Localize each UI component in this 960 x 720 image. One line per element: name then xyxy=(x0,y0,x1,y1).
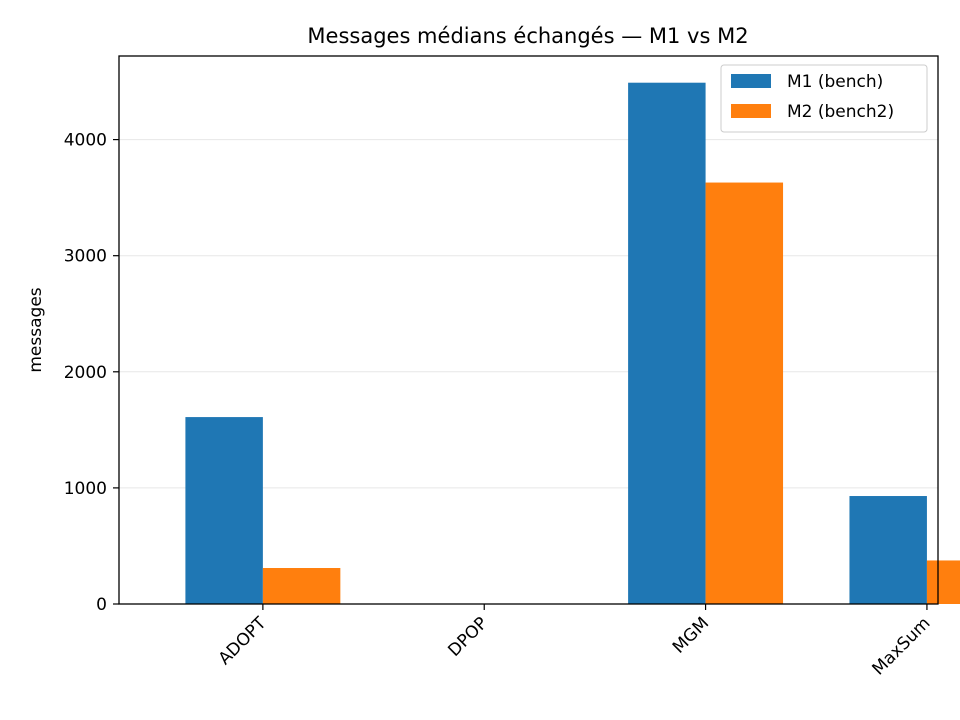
bar-m2-mgm xyxy=(705,182,784,604)
x-tick-label: DPOP xyxy=(444,613,491,660)
legend-swatch xyxy=(731,74,771,88)
x-tick-label: ADOPT xyxy=(215,613,271,669)
legend-box xyxy=(720,64,928,133)
bar-m1-maxsum xyxy=(849,496,927,604)
legend-label: M1 (bench) xyxy=(787,72,883,92)
y-tick-label: 2000 xyxy=(64,363,107,383)
plot-frame xyxy=(118,55,939,605)
x-tick-label: MGM xyxy=(669,613,713,657)
legend-label: M2 (bench2) xyxy=(787,102,894,122)
y-tick-label: 3000 xyxy=(64,247,107,267)
legend: M1 (bench) M2 (bench2) xyxy=(720,64,928,133)
y-tick-label: 1000 xyxy=(64,479,107,499)
bar-m2-adopt xyxy=(262,568,341,604)
y-tick-label: 4000 xyxy=(64,131,107,151)
y-tick-label: 0 xyxy=(96,595,107,615)
bars xyxy=(185,82,960,605)
x-axis: ADOPT DPOP MGM MaxSum xyxy=(215,604,935,679)
chart-title: Messages médians échangés — M1 vs M2 xyxy=(307,24,748,48)
bar-m1-mgm xyxy=(628,82,706,605)
x-tick-label: MaxSum xyxy=(869,613,935,679)
bar-m1-adopt xyxy=(185,417,263,604)
legend-swatch xyxy=(731,104,771,118)
y-axis: 0 1000 2000 3000 4000 xyxy=(64,131,119,615)
bar-m2-maxsum xyxy=(926,560,960,604)
y-axis-label: messages xyxy=(26,287,46,372)
